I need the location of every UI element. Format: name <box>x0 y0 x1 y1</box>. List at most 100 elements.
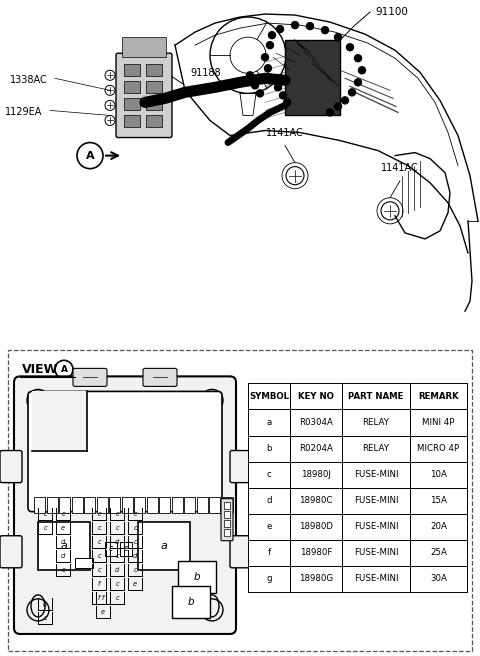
Bar <box>120 542 132 556</box>
Text: c: c <box>133 567 137 573</box>
Bar <box>290 540 342 565</box>
Bar <box>122 37 166 57</box>
Bar <box>146 497 157 513</box>
Circle shape <box>262 54 268 61</box>
Bar <box>105 542 117 556</box>
FancyBboxPatch shape <box>73 369 107 386</box>
Bar <box>184 497 195 513</box>
Bar <box>146 98 162 110</box>
Text: f: f <box>98 595 100 601</box>
Text: c: c <box>61 567 65 573</box>
Text: 18980C: 18980C <box>300 496 333 505</box>
Text: d: d <box>133 553 137 559</box>
Bar <box>171 497 182 513</box>
Text: PART NAME: PART NAME <box>348 392 404 401</box>
Circle shape <box>347 44 353 51</box>
Bar <box>410 383 467 409</box>
Text: a: a <box>60 541 67 551</box>
Circle shape <box>355 54 361 62</box>
Bar <box>224 529 230 536</box>
Circle shape <box>355 79 361 86</box>
Text: R0304A: R0304A <box>299 418 333 427</box>
Text: 15A: 15A <box>430 496 447 505</box>
Bar <box>47 497 58 513</box>
Bar <box>124 81 140 93</box>
Bar <box>224 510 230 518</box>
Text: c: c <box>115 595 119 601</box>
Bar <box>342 436 410 462</box>
Bar <box>248 383 290 409</box>
Bar <box>178 561 216 593</box>
Text: 1141AC: 1141AC <box>381 163 419 173</box>
Text: RELAY: RELAY <box>362 418 389 427</box>
Text: c: c <box>109 544 113 553</box>
Text: f: f <box>98 581 100 587</box>
Bar <box>172 586 210 618</box>
Circle shape <box>322 27 328 33</box>
Bar <box>248 565 290 592</box>
FancyBboxPatch shape <box>230 536 252 568</box>
Bar <box>209 497 220 513</box>
Bar <box>72 497 83 513</box>
Text: KEY NO: KEY NO <box>298 392 334 401</box>
Circle shape <box>275 84 281 91</box>
Text: d: d <box>115 567 119 573</box>
Bar <box>342 565 410 592</box>
Bar <box>59 497 70 513</box>
Text: c: c <box>43 525 47 531</box>
Circle shape <box>268 31 276 39</box>
Bar <box>290 383 342 409</box>
Bar <box>138 522 190 570</box>
Text: 91188: 91188 <box>190 68 221 78</box>
Text: a: a <box>266 418 272 427</box>
Text: 18980J: 18980J <box>301 470 331 479</box>
Text: c: c <box>97 567 101 573</box>
Text: FUSE-MINI: FUSE-MINI <box>354 548 398 557</box>
FancyBboxPatch shape <box>0 536 22 568</box>
Text: c: c <box>133 510 137 517</box>
FancyBboxPatch shape <box>0 451 22 483</box>
Text: A: A <box>60 365 68 374</box>
Bar <box>342 462 410 487</box>
Text: MICRO 4P: MICRO 4P <box>418 444 459 453</box>
Bar <box>410 514 467 540</box>
Bar <box>290 565 342 592</box>
Circle shape <box>256 90 264 97</box>
Bar <box>124 115 140 127</box>
Text: 1141AC: 1141AC <box>266 127 304 138</box>
Text: a: a <box>161 541 168 551</box>
Text: c: c <box>115 553 119 559</box>
Circle shape <box>348 89 356 96</box>
Circle shape <box>264 65 272 72</box>
Bar <box>410 565 467 592</box>
Text: d: d <box>61 553 65 559</box>
Text: 91100: 91100 <box>375 7 408 17</box>
Text: e: e <box>101 609 105 615</box>
Text: d: d <box>266 496 272 505</box>
Bar <box>96 497 108 513</box>
Text: MINI 4P: MINI 4P <box>422 418 455 427</box>
Text: REMARK: REMARK <box>418 392 459 401</box>
Bar <box>124 64 140 76</box>
Bar <box>248 487 290 514</box>
Text: FUSE-MINI: FUSE-MINI <box>354 496 398 505</box>
Circle shape <box>266 42 274 49</box>
Bar <box>38 522 90 570</box>
Text: e: e <box>133 581 137 587</box>
Text: c: c <box>115 525 119 531</box>
Bar <box>290 514 342 540</box>
Text: c: c <box>43 510 47 517</box>
Text: g: g <box>43 601 47 607</box>
Text: e: e <box>124 544 128 553</box>
Bar <box>342 540 410 565</box>
Bar <box>248 462 290 487</box>
Text: RELAY: RELAY <box>362 444 389 453</box>
Bar <box>121 497 132 513</box>
Text: b: b <box>188 597 194 607</box>
Bar <box>146 115 162 127</box>
Text: f: f <box>267 548 271 557</box>
Bar <box>134 497 145 513</box>
Circle shape <box>326 109 334 116</box>
Text: b: b <box>194 572 200 582</box>
Bar <box>342 514 410 540</box>
